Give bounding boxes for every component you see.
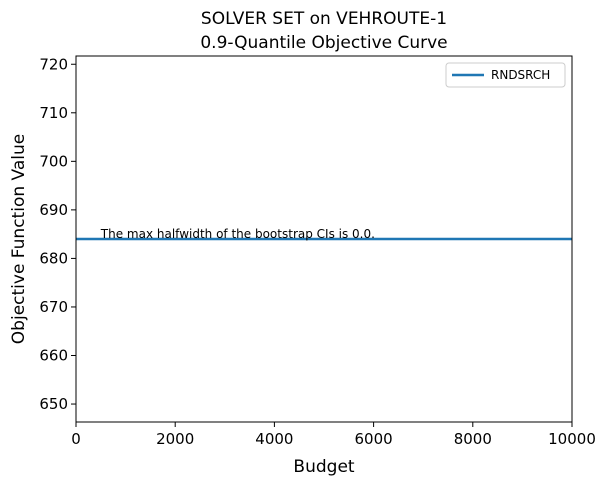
y-tick-label: 700: [39, 152, 68, 170]
x-axis-label: Budget: [293, 457, 354, 477]
chart-title-line-2: 0.9-Quantile Objective Curve: [200, 33, 447, 53]
x-axis: 0 2000 4000 6000 8000 10000: [71, 422, 596, 448]
y-tick-label: 680: [39, 249, 68, 267]
x-tick-label: 6000: [355, 430, 393, 448]
x-tick-label: 0: [71, 430, 81, 448]
chart-title-line-1: SOLVER SET on VEHROUTE-1: [201, 9, 447, 29]
legend: RNDSRCH: [445, 62, 566, 88]
y-tick-label: 660: [39, 346, 68, 364]
y-axis-label: Objective Function Value: [9, 134, 29, 344]
y-tick-label: 650: [39, 395, 68, 413]
y-tick-label: 710: [39, 104, 68, 122]
y-tick-label: 720: [39, 55, 68, 73]
y-tick-label: 670: [39, 298, 68, 316]
y-axis: 650 660 670 680 690 700 710 720: [39, 55, 76, 413]
y-tick-label: 690: [39, 201, 68, 219]
legend-box: [445, 62, 566, 88]
legend-label-rndsrch: RNDSRCH: [491, 68, 550, 82]
x-tick-label: 10000: [548, 430, 596, 448]
ci-annotation: The max halfwidth of the bootstrap CIs i…: [100, 227, 375, 241]
x-tick-label: 2000: [156, 430, 194, 448]
plot-frame: [75, 55, 573, 423]
x-tick-label: 8000: [454, 430, 492, 448]
x-tick-label: 4000: [255, 430, 293, 448]
